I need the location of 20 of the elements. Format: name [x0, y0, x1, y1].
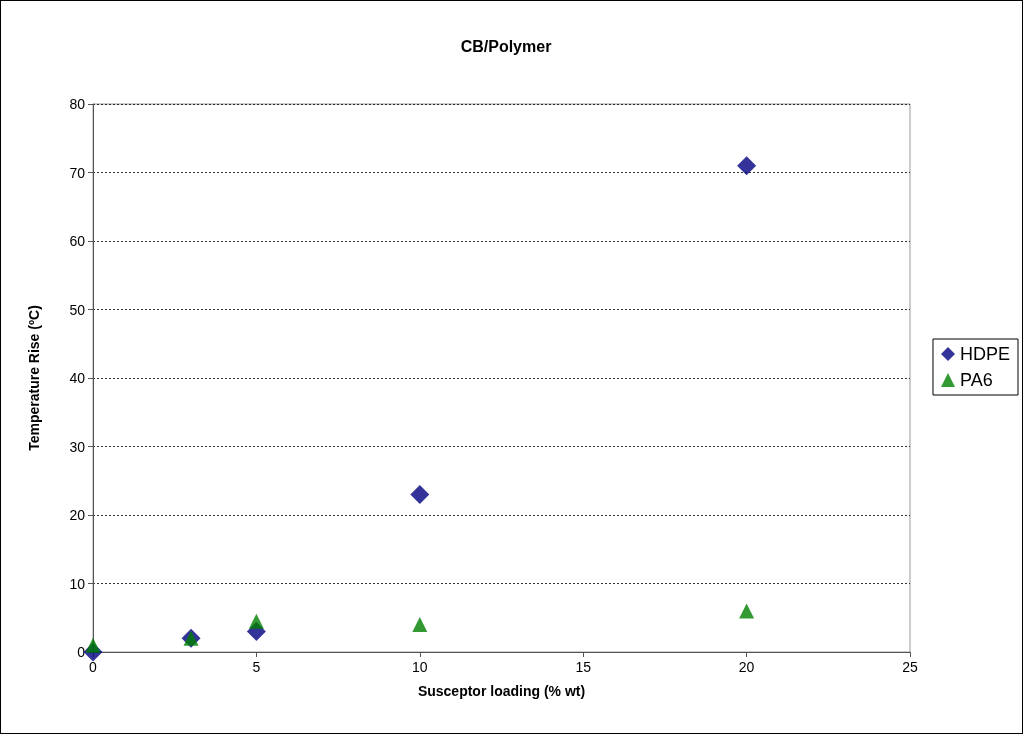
- chart-title: CB/Polymer: [460, 37, 552, 55]
- x-tick-label: 15: [575, 659, 592, 675]
- y-tick-label: 60: [69, 233, 86, 249]
- x-tick-label: 20: [738, 659, 755, 675]
- y-tick-label: 80: [69, 96, 86, 112]
- x-axis-title: Susceptor loading (% wt): [417, 683, 586, 699]
- x-tick-label: 25: [902, 659, 918, 675]
- x-tick-label: 5: [252, 659, 261, 675]
- y-tick-label: 0: [77, 644, 86, 660]
- legend-label: PA6: [959, 370, 993, 390]
- y-tick-label: 10: [69, 575, 86, 592]
- y-axis-title: Temperature Rise (ºC): [26, 305, 42, 451]
- legend-label: HDPE: [959, 344, 1011, 364]
- x-tick-label: 0: [89, 659, 98, 675]
- x-tick-label: 10: [412, 659, 428, 675]
- y-tick-label: 70: [69, 164, 86, 181]
- y-tick-label: 20: [69, 507, 86, 523]
- y-tick-label: 30: [69, 438, 86, 455]
- y-tick-label: 40: [69, 370, 86, 386]
- y-tick-label: 50: [69, 301, 86, 318]
